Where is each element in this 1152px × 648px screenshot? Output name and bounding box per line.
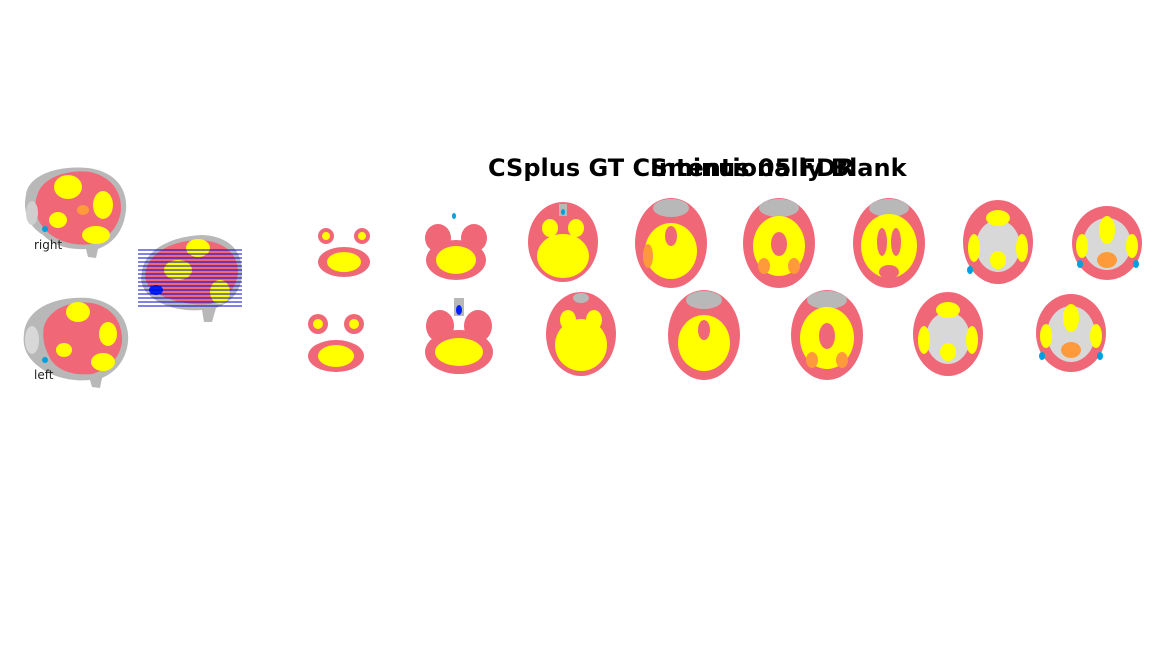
axial-slice [962,198,1034,286]
axial-slice [912,290,984,378]
axial-slice [1034,292,1108,374]
axial-slice [303,310,369,374]
axial-slice [422,294,496,376]
axial-slice [667,288,741,382]
brain-sagittal-slice-locator [138,232,246,324]
axial-slice [1070,204,1144,282]
figure-title-overlay: Intentionally Blank [650,154,907,182]
axial-slice [852,196,926,290]
figure-title: CSplus GT CSminus 05 FDR [488,154,855,182]
axial-slice [742,196,816,290]
axial-slice [790,288,864,382]
axial-slice [526,198,600,286]
axial-slice [420,210,492,282]
axial-slice [634,196,708,290]
left-hemisphere-label: left [34,368,54,382]
brain-right-lateral-view [18,165,133,260]
brain-left-medial-view [18,294,133,389]
axial-slice [544,290,618,378]
axial-slice [312,222,378,278]
right-hemisphere-label: right [34,238,63,252]
